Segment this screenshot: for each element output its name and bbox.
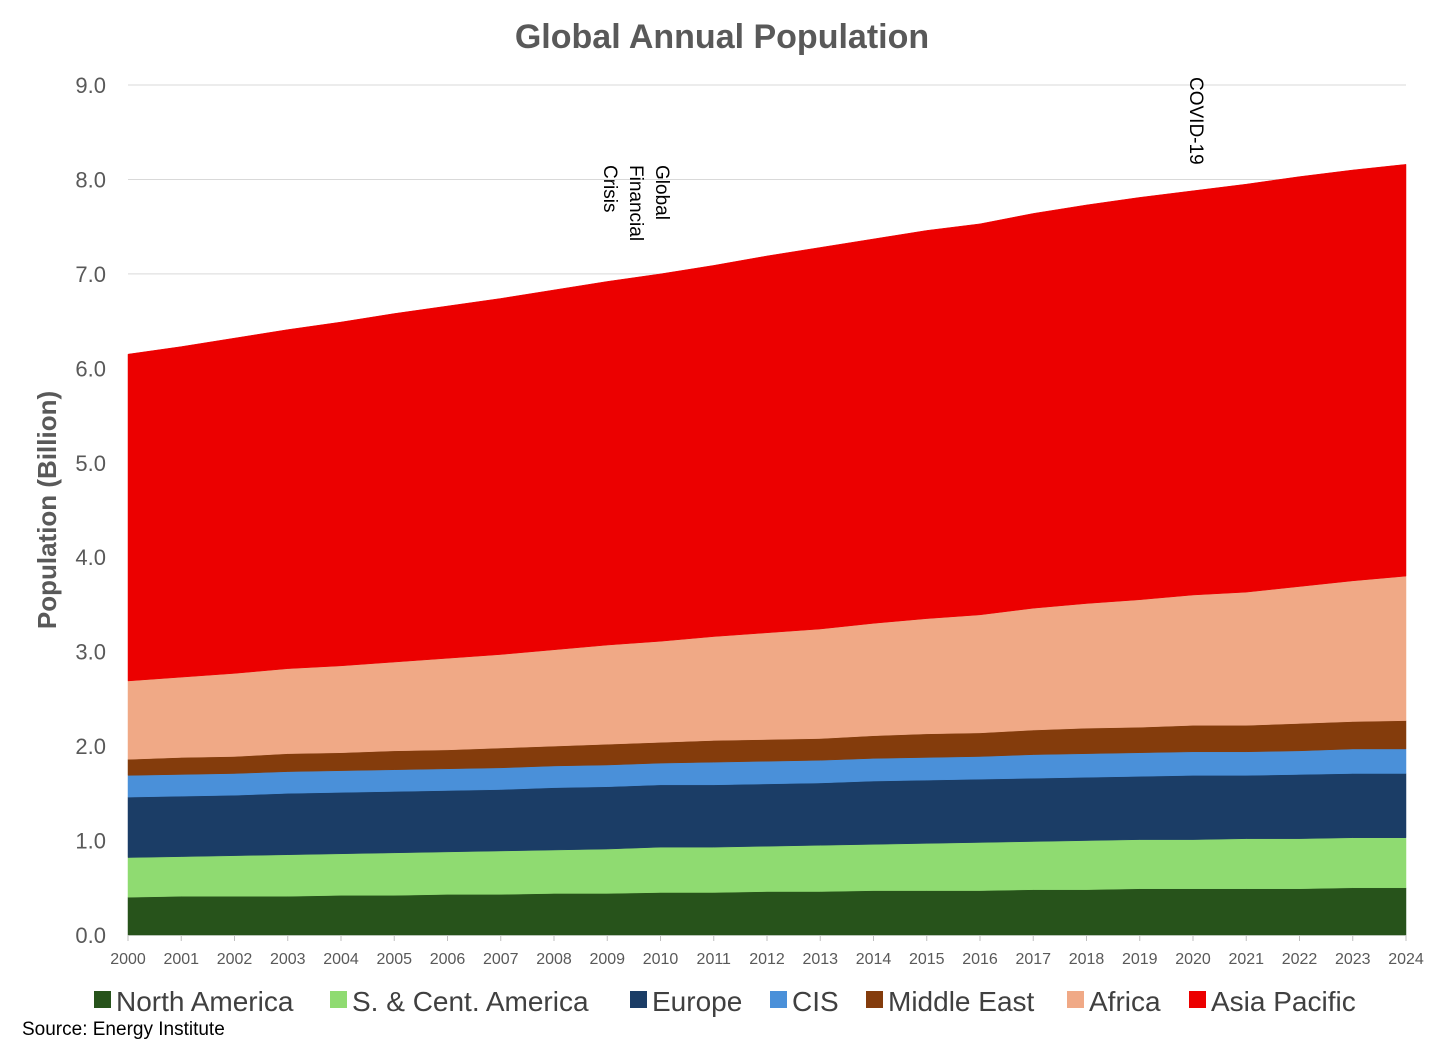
legend-swatch-cis: [770, 991, 787, 1008]
x-tick-label: 2020: [1175, 951, 1211, 968]
chart-title: Global Annual Population: [515, 18, 929, 56]
legend-label-middle-east: Middle East: [888, 986, 1035, 1017]
x-tick-label: 2008: [536, 951, 572, 968]
y-tick-label: 9.0: [75, 73, 106, 98]
x-tick-label: 2002: [217, 951, 253, 968]
x-tick-label: 2001: [163, 951, 199, 968]
y-tick-label: 8.0: [75, 167, 106, 192]
x-tick-label: 2023: [1335, 951, 1371, 968]
y-axis-ticks: 0.0 1.0 2.0 3.0 4.0 5.0 6.0 7.0 8.0 9.0: [75, 73, 106, 948]
x-tick-label: 2007: [483, 951, 519, 968]
x-tick-label: 2018: [1069, 951, 1105, 968]
legend-label-asia-pacific: Asia Pacific: [1211, 986, 1356, 1017]
annotation-text: COVID-19: [1185, 77, 1206, 165]
y-tick-label: 0.0: [75, 923, 106, 948]
y-tick-label: 3.0: [75, 640, 106, 665]
x-tick-label: 2012: [749, 951, 785, 968]
x-tick-label: 2004: [323, 951, 359, 968]
x-axis-ticks: 2000 2001 2002 2003 2004 2005 2006 2007 2008 2009…: [110, 935, 1424, 968]
x-tick-label: 2021: [1228, 951, 1264, 968]
annotation-text: Crisis: [599, 165, 620, 213]
y-tick-label: 1.0: [75, 829, 106, 854]
y-tick-label: 5.0: [75, 451, 106, 476]
x-tick-label: 2024: [1388, 951, 1424, 968]
y-tick-label: 6.0: [75, 356, 106, 381]
x-tick-label: 2017: [1015, 951, 1051, 968]
y-axis-label: Population (Billion): [32, 391, 62, 629]
x-tick-label: 2011: [697, 951, 732, 968]
x-tick-label: 2009: [589, 951, 625, 968]
x-tick-label: 2005: [376, 951, 412, 968]
y-tick-label: 7.0: [75, 262, 106, 287]
area-series-asia-pacific: [127, 164, 1407, 682]
plot-area: [127, 164, 1407, 936]
x-tick-label: 2015: [909, 951, 945, 968]
x-tick-label: 2013: [802, 951, 838, 968]
y-tick-label: 2.0: [75, 734, 106, 759]
legend: North America S. & Cent. America Europe CIS…: [94, 986, 1356, 1017]
annotation-text: Global: [651, 165, 672, 220]
legend-label-africa: Africa: [1089, 986, 1161, 1017]
x-tick-label: 2003: [270, 951, 306, 968]
x-tick-label: 2019: [1122, 951, 1158, 968]
legend-swatch-europe: [630, 991, 647, 1008]
x-tick-label: 2010: [643, 951, 679, 968]
annotation-text: Financial: [625, 165, 646, 241]
x-tick-label: 2022: [1282, 951, 1318, 968]
legend-label-europe: Europe: [652, 986, 742, 1017]
legend-swatch-africa: [1067, 991, 1084, 1008]
legend-swatch-north-america: [94, 991, 111, 1008]
legend-swatch-s-cent-america: [330, 991, 347, 1008]
x-tick-label: 2006: [430, 951, 466, 968]
x-tick-label: 2014: [856, 951, 892, 968]
legend-label-s-cent-america: S. & Cent. America: [352, 986, 589, 1017]
legend-label-cis: CIS: [792, 986, 839, 1017]
legend-swatch-asia-pacific: [1189, 991, 1206, 1008]
legend-swatch-middle-east: [866, 991, 883, 1008]
source-note: Source: Energy Institute: [22, 1019, 225, 1040]
y-tick-label: 4.0: [75, 545, 106, 570]
legend-label-north-america: North America: [116, 986, 294, 1017]
x-tick-label: 2000: [110, 951, 146, 968]
x-tick-label: 2016: [962, 951, 998, 968]
